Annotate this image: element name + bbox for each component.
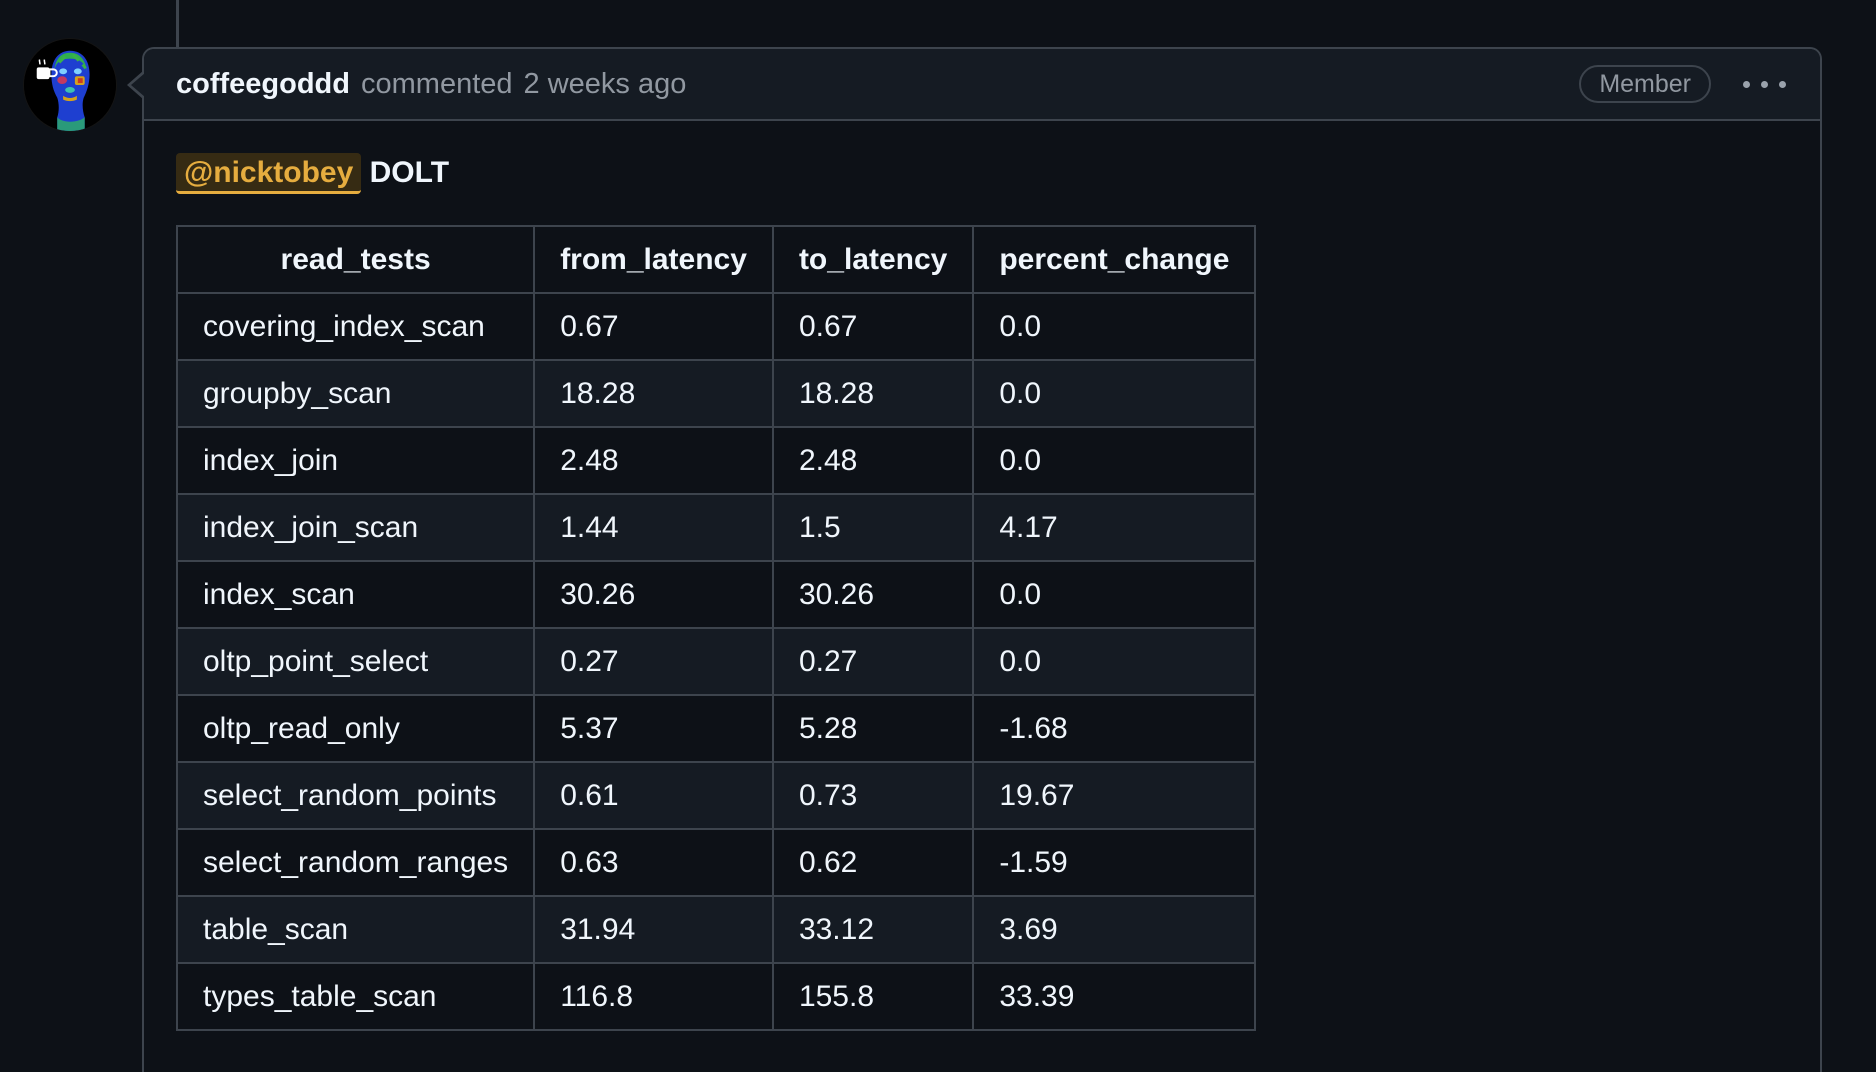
test-name-cell: covering_index_scan	[175, 292, 536, 361]
test-name-cell: select_random_points	[175, 761, 536, 830]
timeline-connector	[176, 0, 179, 49]
kebab-menu-button[interactable]	[1739, 73, 1790, 96]
comment-text: DOLT	[369, 156, 450, 189]
value-cell: 0.0	[972, 426, 1257, 495]
comment-caret-fill	[131, 73, 145, 97]
benchmark-results-table: read_tests from_latency to_latency percent_…	[175, 225, 1257, 1031]
value-cell: 33.12	[771, 895, 975, 964]
table-row: index_join_scan 1.44 1.5 4.17	[175, 493, 1257, 562]
table-row: select_random_ranges 0.63 0.62 -1.59	[175, 828, 1257, 897]
value-cell: 3.69	[972, 895, 1257, 964]
value-cell: 155.8	[771, 962, 975, 1031]
value-cell: 0.27	[771, 627, 975, 696]
table-row: table_scan 31.94 33.12 3.69	[175, 895, 1257, 964]
value-cell: -1.68	[972, 694, 1257, 763]
coffee-cup-icon	[36, 59, 58, 80]
value-cell: 2.48	[771, 426, 975, 495]
value-cell: 19.67	[972, 761, 1257, 830]
value-cell: 1.44	[533, 493, 774, 562]
timestamp-link[interactable]: 2 weeks ago	[523, 67, 687, 100]
table-row: covering_index_scan 0.67 0.67 0.0	[175, 292, 1257, 361]
table-row: oltp_point_select 0.27 0.27 0.0	[175, 627, 1257, 696]
column-header: read_tests	[175, 225, 536, 294]
value-cell: -1.59	[972, 828, 1257, 897]
value-cell: 33.39	[972, 962, 1257, 1031]
value-cell: 4.17	[972, 493, 1257, 562]
table-row: index_join 2.48 2.48 0.0	[175, 426, 1257, 495]
table-head: read_tests from_latency to_latency percent_…	[175, 225, 1257, 294]
test-name-cell: types_table_scan	[175, 962, 536, 1031]
value-cell: 0.62	[771, 828, 975, 897]
table-row: select_random_points 0.61 0.73 19.67	[175, 761, 1257, 830]
value-cell: 0.0	[972, 560, 1257, 629]
value-cell: 0.27	[533, 627, 774, 696]
author-association-badge: Member	[1579, 65, 1711, 103]
column-header: from_latency	[533, 225, 774, 294]
test-name-cell: index_join	[175, 426, 536, 495]
comment-card: coffeegoddd commented 2 weeks ago Member…	[127, 47, 1822, 1072]
test-name-cell: oltp_point_select	[175, 627, 536, 696]
test-name-cell: groupby_scan	[175, 359, 536, 428]
value-cell: 5.37	[533, 694, 774, 763]
value-cell: 2.48	[533, 426, 774, 495]
comment-action-text: commented	[361, 67, 513, 100]
value-cell: 0.73	[771, 761, 975, 830]
table-body: covering_index_scan 0.67 0.67 0.0 groupby_sc…	[175, 292, 1257, 1031]
column-header: to_latency	[771, 225, 975, 294]
value-cell: 0.0	[972, 359, 1257, 428]
test-name-cell: oltp_read_only	[175, 694, 536, 763]
value-cell: 0.63	[533, 828, 774, 897]
user-mention-link[interactable]: @nicktobey	[176, 153, 362, 194]
avatar-image	[24, 39, 116, 131]
column-header: percent_change	[972, 225, 1257, 294]
comment-body: @nicktobey DOLT read_tests from_latency to…	[144, 121, 1820, 1060]
value-cell: 5.28	[771, 694, 975, 763]
comment-paragraph: @nicktobey DOLT	[176, 150, 1788, 195]
avatar[interactable]	[23, 38, 117, 132]
value-cell: 18.28	[771, 359, 975, 428]
test-name-cell: index_scan	[175, 560, 536, 629]
test-name-cell: select_random_ranges	[175, 828, 536, 897]
value-cell: 1.5	[771, 493, 975, 562]
value-cell: 30.26	[533, 560, 774, 629]
table-row: oltp_read_only 5.37 5.28 -1.68	[175, 694, 1257, 763]
test-name-cell: table_scan	[175, 895, 536, 964]
table-row: groupby_scan 18.28 18.28 0.0	[175, 359, 1257, 428]
table-row: types_table_scan 116.8 155.8 33.39	[175, 962, 1257, 1031]
value-cell: 0.67	[771, 292, 975, 361]
value-cell: 30.26	[771, 560, 975, 629]
test-name-cell: index_join_scan	[175, 493, 536, 562]
value-cell: 0.0	[972, 292, 1257, 361]
value-cell: 18.28	[533, 359, 774, 428]
author-link[interactable]: coffeegoddd	[176, 67, 350, 100]
table-header-row: read_tests from_latency to_latency percent_…	[175, 225, 1257, 294]
table-row: index_scan 30.26 30.26 0.0	[175, 560, 1257, 629]
value-cell: 0.61	[533, 761, 774, 830]
value-cell: 116.8	[533, 962, 774, 1031]
value-cell: 0.67	[533, 292, 774, 361]
comment-header: coffeegoddd commented 2 weeks ago Member	[127, 49, 1820, 121]
value-cell: 31.94	[533, 895, 774, 964]
kebab-dot-icon	[1743, 80, 1750, 88]
kebab-dot-icon	[1779, 80, 1786, 88]
kebab-dot-icon	[1761, 80, 1768, 88]
value-cell: 0.0	[972, 627, 1257, 696]
